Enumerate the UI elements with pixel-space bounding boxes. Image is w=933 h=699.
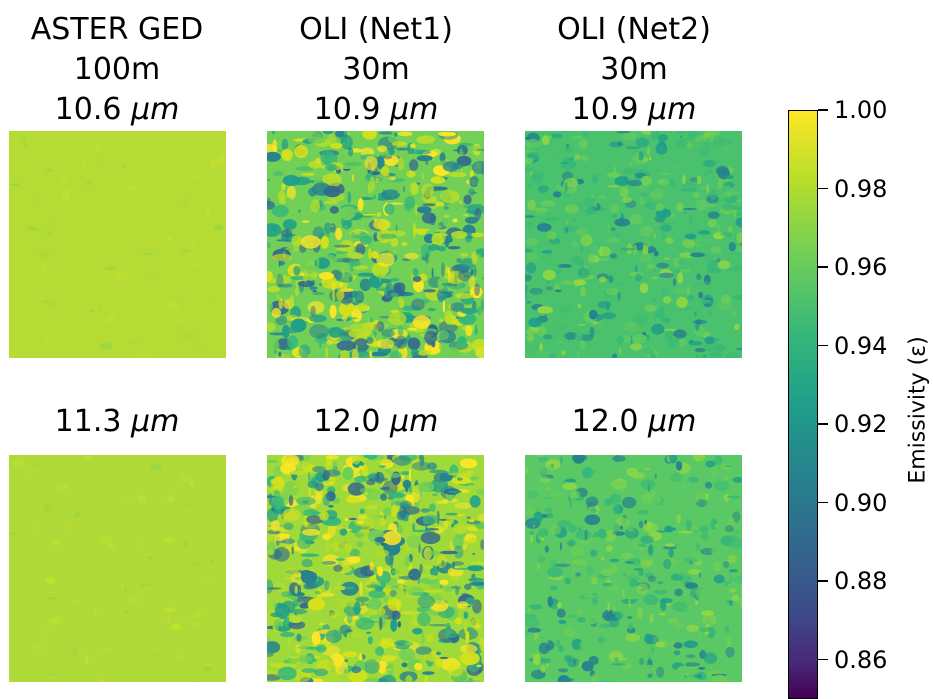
- colorbar-tick-label: 0.90: [834, 488, 888, 517]
- row-label-net2-bottom: 12.0 μm: [571, 404, 697, 439]
- emissivity-map-aster-top: [9, 131, 226, 358]
- colorbar-tick: [818, 423, 828, 425]
- emissivity-map-net2-top: [525, 131, 742, 358]
- colorbar: [788, 110, 818, 699]
- colorbar-tick-label: 0.96: [834, 253, 888, 282]
- emissivity-map-net2-bottom: [525, 455, 742, 682]
- column-title-net2: OLI (Net2) 30m 10.9 μm: [504, 10, 764, 130]
- column-wavelength: 10.9 μm: [313, 92, 439, 127]
- colorbar-gradient: [789, 111, 817, 698]
- colorbar-tick-label: 0.94: [834, 331, 888, 360]
- colorbar-tick: [818, 187, 828, 190]
- column-resolution: 30m: [600, 52, 668, 87]
- column-wavelength: 10.6 μm: [54, 92, 180, 127]
- column-name: OLI (Net2): [557, 12, 711, 47]
- column-title-net1: OLI (Net1) 30m 10.9 μm: [246, 10, 506, 130]
- column-resolution: 100m: [73, 52, 161, 87]
- colorbar-label: Emissivity (ε): [905, 336, 931, 484]
- colorbar-tick: [818, 580, 828, 582]
- colorbar-tick: [818, 109, 828, 111]
- colorbar-tick: [818, 266, 828, 268]
- column-title-aster: ASTER GED 100m 10.6 μm: [0, 10, 247, 130]
- colorbar-tick-label: 0.86: [834, 645, 888, 674]
- emissivity-map-aster-bottom: [9, 455, 226, 682]
- column-name: OLI (Net1): [299, 12, 453, 47]
- colorbar-tick-label: 1.00: [834, 96, 888, 124]
- colorbar-tick-label: 0.98: [834, 174, 888, 203]
- column-resolution: 30m: [342, 52, 410, 87]
- column-name: ASTER GED: [30, 12, 204, 47]
- colorbar-tick: [818, 344, 828, 347]
- colorbar-tick-label: 0.88: [834, 567, 888, 596]
- column-wavelength: 10.9 μm: [571, 92, 697, 127]
- emissivity-map-net1-top: [267, 131, 484, 358]
- colorbar-tick: [818, 658, 828, 661]
- colorbar-tick: [818, 501, 828, 504]
- row-label-net1-bottom: 12.0 μm: [313, 404, 439, 439]
- row-label-aster-bottom: 11.3 μm: [54, 404, 180, 439]
- emissivity-map-net1-bottom: [267, 455, 484, 682]
- colorbar-tick-label: 0.92: [834, 410, 888, 439]
